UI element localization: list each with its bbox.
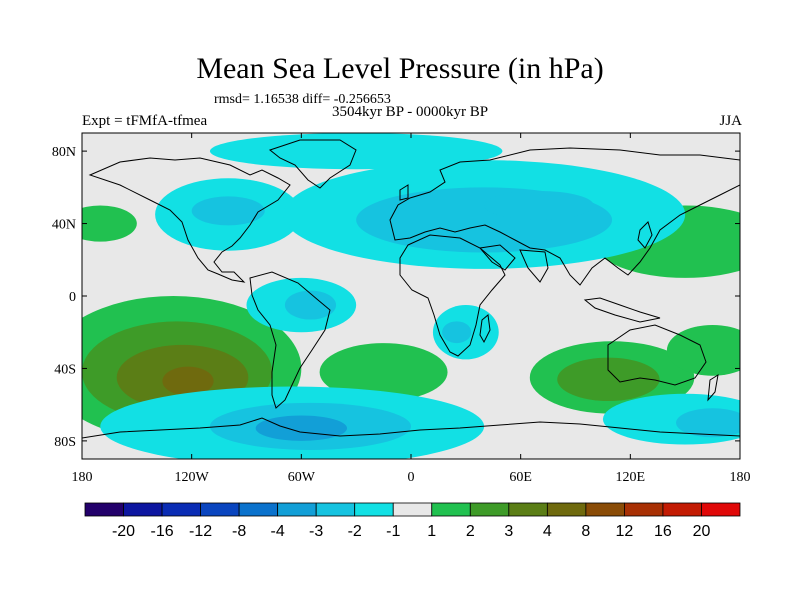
region-indian-ocean-positive-core — [557, 357, 660, 402]
experiment-label: Expt = tFMfA-tfmea — [82, 113, 208, 129]
region-south-pacific-east-positive — [666, 324, 740, 376]
season-label: JJA — [719, 113, 742, 129]
region-central-asia-low — [484, 190, 594, 220]
region-south-atlantic-positive — [319, 343, 448, 402]
colorbar-swatch — [161, 502, 201, 517]
region-south-america-low-core — [284, 290, 337, 320]
colorbar-swatch — [431, 502, 471, 517]
x-tick-label: 180 — [730, 470, 751, 485]
colorbar-swatch — [354, 502, 394, 517]
colorbar-swatch — [123, 502, 163, 517]
region-north-pacific-positive — [82, 205, 137, 242]
y-tick-label: 80N — [52, 145, 76, 160]
colorbar-label: -4 — [271, 523, 285, 540]
coast-indonesia — [583, 297, 661, 323]
coast-antarctica — [82, 417, 740, 439]
colorbar-swatch — [508, 502, 548, 517]
x-tick-label: 0 — [408, 470, 415, 485]
colorbar-label: 1 — [427, 523, 436, 540]
colorbar-label: 8 — [581, 523, 590, 540]
region-southern-africa-low-core — [442, 321, 472, 344]
colorbar-label: -20 — [112, 523, 135, 540]
coast-south-america — [249, 271, 331, 409]
chart-title: Mean Sea Level Pressure (in hPa) — [196, 52, 604, 85]
region-south-indian-low-core — [676, 408, 740, 438]
stats-text: rmsd= 1.16538 diff= -0.256653 — [214, 92, 391, 107]
x-tick-label: 60E — [509, 470, 532, 485]
y-tick-label: 0 — [69, 290, 76, 305]
colorbar-swatch — [546, 502, 587, 517]
x-tick-label: 180 — [72, 470, 93, 485]
period-text: 3504kyr BP - 0000kyr BP — [331, 104, 489, 120]
coast-australia — [607, 324, 707, 386]
coast-arabia-india — [479, 244, 549, 283]
colorbar-label: -16 — [150, 523, 173, 540]
colorbar-label: 3 — [504, 523, 513, 540]
colorbar-label: 4 — [543, 523, 552, 540]
coast-eurasia — [389, 147, 740, 286]
colorbar-label: -1 — [386, 523, 400, 540]
x-tick-label: 60W — [288, 470, 316, 485]
colorbar-swatch — [277, 502, 317, 517]
y-tick-label: 80S — [54, 435, 76, 450]
colorbar-label: -2 — [348, 523, 362, 540]
colorbar-label: -3 — [309, 523, 323, 540]
colorbar-label: 12 — [616, 523, 634, 540]
colorbar-swatch — [315, 502, 356, 517]
colorbar-swatch — [392, 502, 433, 517]
colorbar-swatch — [469, 502, 510, 517]
coast-japan — [637, 221, 653, 249]
colorbar-label: 20 — [693, 523, 711, 540]
x-tick-label: 120W — [175, 470, 210, 485]
coast-british-isles — [399, 184, 409, 201]
region-north-atlantic-low — [209, 133, 503, 170]
colorbar-swatch — [585, 502, 625, 517]
colorbar-label: -8 — [232, 523, 246, 540]
colorbar-swatch — [84, 502, 124, 517]
colorbar-label: -12 — [189, 523, 212, 540]
colorbar-swatch — [662, 502, 702, 517]
x-tick-label: 120E — [616, 470, 646, 485]
region-south-pacific-high-core — [162, 366, 214, 396]
coast-north-america — [88, 157, 291, 283]
coast-madagascar — [479, 314, 491, 344]
coastlines — [82, 139, 740, 439]
colorbar-swatch — [624, 502, 664, 517]
coast-greenland — [268, 139, 357, 189]
coast-new-zealand — [707, 373, 719, 402]
colorbar-label: 2 — [466, 523, 475, 540]
colorbar-swatch — [200, 502, 240, 517]
y-tick-label: 40S — [54, 362, 76, 377]
y-tick-label: 40N — [52, 218, 76, 233]
colorbar-label: 16 — [654, 523, 672, 540]
region-drake-passage-low-core — [255, 415, 348, 441]
colorbar-swatch — [238, 502, 279, 517]
colorbar-swatch — [701, 502, 741, 517]
region-north-america-low-core — [191, 196, 265, 226]
